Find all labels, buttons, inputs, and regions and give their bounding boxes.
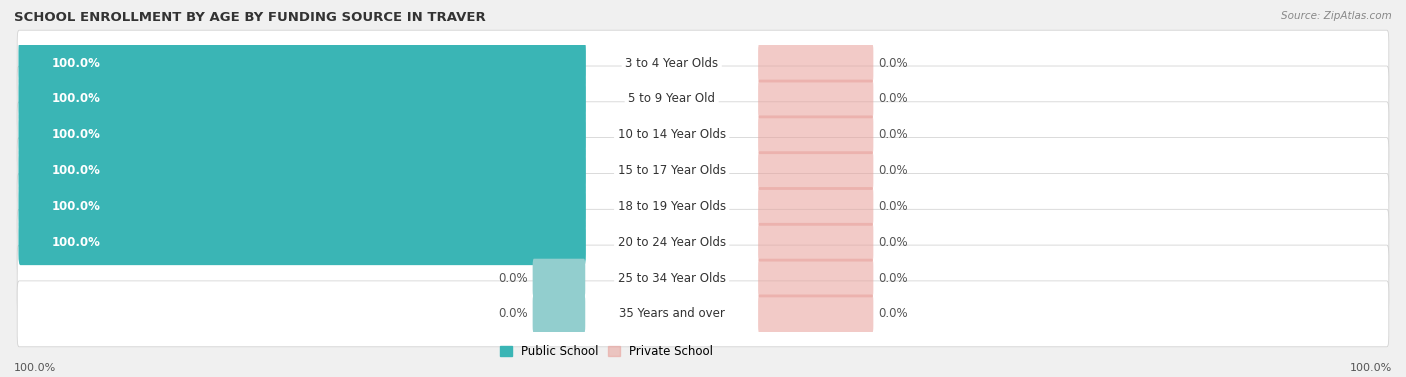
FancyBboxPatch shape xyxy=(758,151,873,190)
Text: 100.0%: 100.0% xyxy=(52,128,100,141)
Text: 5 to 9 Year Old: 5 to 9 Year Old xyxy=(628,92,716,106)
FancyBboxPatch shape xyxy=(17,30,1389,96)
FancyBboxPatch shape xyxy=(758,294,873,333)
FancyBboxPatch shape xyxy=(17,138,1389,204)
Text: 100.0%: 100.0% xyxy=(52,57,100,70)
FancyBboxPatch shape xyxy=(533,294,585,333)
FancyBboxPatch shape xyxy=(17,281,1389,347)
Text: 0.0%: 0.0% xyxy=(879,271,908,285)
Text: 100.0%: 100.0% xyxy=(52,200,100,213)
FancyBboxPatch shape xyxy=(758,80,873,118)
FancyBboxPatch shape xyxy=(18,184,586,229)
FancyBboxPatch shape xyxy=(17,173,1389,239)
Legend: Public School, Private School: Public School, Private School xyxy=(495,341,718,363)
Text: Source: ZipAtlas.com: Source: ZipAtlas.com xyxy=(1281,11,1392,21)
FancyBboxPatch shape xyxy=(758,223,873,262)
FancyBboxPatch shape xyxy=(17,66,1389,132)
Text: 100.0%: 100.0% xyxy=(1350,363,1392,373)
FancyBboxPatch shape xyxy=(17,102,1389,168)
Text: 3 to 4 Year Olds: 3 to 4 Year Olds xyxy=(626,57,718,70)
FancyBboxPatch shape xyxy=(758,187,873,226)
Text: 100.0%: 100.0% xyxy=(52,164,100,177)
FancyBboxPatch shape xyxy=(17,245,1389,311)
Text: 0.0%: 0.0% xyxy=(498,271,527,285)
Text: 100.0%: 100.0% xyxy=(52,236,100,249)
Text: 0.0%: 0.0% xyxy=(879,128,908,141)
Text: 0.0%: 0.0% xyxy=(879,236,908,249)
Text: 10 to 14 Year Olds: 10 to 14 Year Olds xyxy=(617,128,725,141)
Text: 25 to 34 Year Olds: 25 to 34 Year Olds xyxy=(617,271,725,285)
FancyBboxPatch shape xyxy=(18,40,586,86)
Text: 18 to 19 Year Olds: 18 to 19 Year Olds xyxy=(617,200,725,213)
Text: 0.0%: 0.0% xyxy=(498,307,527,320)
Text: 20 to 24 Year Olds: 20 to 24 Year Olds xyxy=(617,236,725,249)
Text: 35 Years and over: 35 Years and over xyxy=(619,307,724,320)
Text: 0.0%: 0.0% xyxy=(879,164,908,177)
Text: 15 to 17 Year Olds: 15 to 17 Year Olds xyxy=(617,164,725,177)
Text: 100.0%: 100.0% xyxy=(52,92,100,106)
Text: 100.0%: 100.0% xyxy=(14,363,56,373)
Text: 0.0%: 0.0% xyxy=(879,57,908,70)
Text: 0.0%: 0.0% xyxy=(879,200,908,213)
FancyBboxPatch shape xyxy=(533,259,585,297)
Text: SCHOOL ENROLLMENT BY AGE BY FUNDING SOURCE IN TRAVER: SCHOOL ENROLLMENT BY AGE BY FUNDING SOUR… xyxy=(14,11,486,24)
FancyBboxPatch shape xyxy=(758,259,873,297)
FancyBboxPatch shape xyxy=(758,115,873,154)
FancyBboxPatch shape xyxy=(18,148,586,193)
FancyBboxPatch shape xyxy=(18,112,586,158)
FancyBboxPatch shape xyxy=(17,209,1389,275)
FancyBboxPatch shape xyxy=(758,44,873,83)
FancyBboxPatch shape xyxy=(18,76,586,122)
Text: 0.0%: 0.0% xyxy=(879,92,908,106)
Text: 0.0%: 0.0% xyxy=(879,307,908,320)
FancyBboxPatch shape xyxy=(18,219,586,265)
